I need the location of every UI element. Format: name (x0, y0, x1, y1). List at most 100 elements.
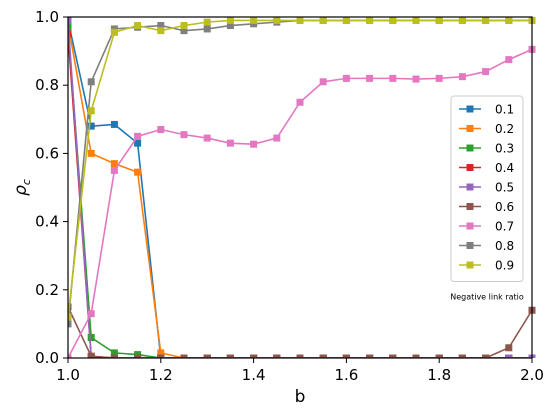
data-point (203, 18, 211, 26)
data-point (250, 140, 258, 148)
data-point (412, 354, 420, 358)
data-point (435, 16, 443, 24)
data-point (87, 107, 95, 115)
data-point (296, 98, 304, 106)
legend-label: 0.8 (495, 239, 514, 253)
data-point (157, 22, 165, 30)
y-tick-label: 0.8 (35, 76, 59, 94)
legend-item: 0.8 (459, 239, 514, 253)
x-tick-label: 1.8 (427, 366, 451, 384)
y-axis-symbol: ρ (11, 185, 31, 196)
data-point (250, 16, 258, 24)
data-point (110, 120, 118, 128)
data-point (342, 354, 350, 358)
series-0.9 (68, 16, 536, 321)
data-point (203, 134, 211, 142)
legend-title: Negative link ratio (450, 293, 524, 302)
y-tick-label: 0.0 (35, 349, 59, 367)
data-point (68, 30, 72, 38)
data-point (134, 22, 142, 30)
axis-ticks: 1.0 1.2 1.4 1.6 1.8 2.0 0.0 0.2 0.4 0.6 0.8 1.0 (35, 8, 544, 384)
data-point (68, 320, 72, 328)
data-point (319, 354, 327, 358)
legend-item: 0.7 (459, 220, 514, 234)
data-point (68, 23, 72, 31)
legend-label: 0.2 (495, 122, 514, 136)
x-tick-label: 1.6 (334, 366, 358, 384)
data-point (203, 354, 211, 358)
data-point (412, 16, 420, 24)
data-point (389, 354, 397, 358)
legend-item: 0.1 (459, 103, 514, 117)
legend-marker (466, 261, 474, 269)
legend-item: 0.2 (459, 122, 514, 136)
series-0.7 (68, 45, 536, 358)
data-point (110, 349, 118, 357)
data-point (458, 73, 466, 81)
data-point (226, 22, 234, 30)
data-point (505, 344, 513, 352)
data-point (505, 16, 513, 24)
data-point (226, 139, 234, 147)
plot-frame (67, 16, 533, 359)
legend-marker (466, 222, 474, 230)
data-point (389, 16, 397, 24)
data-point (342, 74, 350, 82)
data-point (87, 310, 95, 318)
legend-marker (466, 242, 474, 249)
legend-label: 0.9 (495, 259, 514, 273)
data-point (226, 16, 234, 24)
y-tick-label: 0.6 (35, 144, 59, 162)
data-point (203, 25, 211, 33)
y-axis-label: ρc (11, 179, 33, 196)
data-point (68, 313, 72, 321)
data-point (157, 126, 165, 134)
data-point (482, 354, 490, 358)
series-line (68, 23, 532, 358)
legend-item: 0.9 (459, 259, 514, 273)
data-point (87, 78, 95, 86)
legend-label: 0.3 (495, 142, 514, 156)
data-point (180, 131, 188, 139)
legend-marker (466, 125, 474, 132)
data-point (226, 354, 234, 358)
data-point (87, 149, 95, 157)
data-layer (68, 16, 536, 358)
data-point (273, 16, 281, 24)
legend-label: 0.4 (495, 161, 514, 175)
data-point (134, 139, 142, 147)
data-point (110, 166, 118, 174)
legend-marker (466, 144, 474, 152)
legend-marker (466, 203, 474, 210)
legend: 0.1 0.2 0.3 0.4 0.5 0.6 0.7 0.8 0.9 Negative link… (450, 95, 524, 302)
data-point (458, 16, 466, 24)
data-point (157, 349, 165, 357)
data-point (366, 354, 374, 358)
data-point (273, 134, 281, 142)
data-point (157, 27, 165, 35)
legend-box (450, 95, 524, 282)
data-point (319, 16, 327, 24)
series-line (68, 27, 532, 358)
data-point (134, 354, 142, 358)
data-point (87, 352, 95, 358)
data-point (180, 354, 188, 358)
legend-item: 0.3 (459, 142, 514, 156)
legend-item: 0.6 (459, 200, 514, 214)
data-point (505, 354, 513, 358)
data-point (87, 122, 95, 130)
series-line (68, 20, 532, 358)
x-tick-label: 1.2 (149, 366, 173, 384)
legend-label: 0.5 (495, 181, 514, 195)
data-point (412, 75, 420, 83)
y-tick-label: 0.2 (35, 281, 59, 299)
data-point (366, 16, 374, 24)
data-point (180, 22, 188, 30)
data-point (482, 16, 490, 24)
data-point (273, 354, 281, 358)
data-point (87, 334, 95, 342)
data-point (134, 132, 142, 140)
series-line (68, 306, 533, 358)
